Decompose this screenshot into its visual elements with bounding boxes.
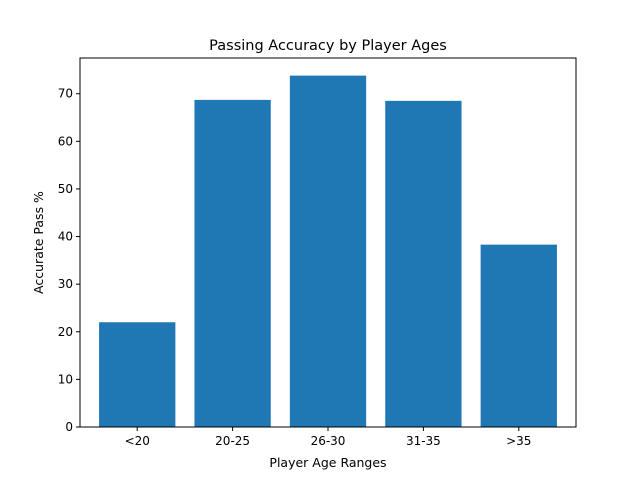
y-tick-label-2: 20 bbox=[58, 325, 73, 339]
bar-3 bbox=[385, 100, 462, 427]
y-axis-label: Accurate Pass % bbox=[31, 191, 46, 294]
chart-title: Passing Accuracy by Player Ages bbox=[209, 38, 447, 54]
x-tick-label-1: 20-25 bbox=[215, 434, 250, 448]
y-tick-label-1: 10 bbox=[58, 372, 73, 386]
y-tick-label-0: 0 bbox=[65, 420, 73, 434]
bar-4 bbox=[480, 244, 557, 427]
y-tick-label-4: 40 bbox=[58, 230, 73, 244]
plot-frame bbox=[79, 57, 577, 428]
x-tick-label-2: 26-30 bbox=[311, 434, 346, 448]
y-tick-label-5: 50 bbox=[58, 182, 73, 196]
x-tick-label-3: 31-35 bbox=[406, 434, 441, 448]
bar-1 bbox=[194, 99, 271, 427]
x-tick-label-0: <20 bbox=[125, 434, 150, 448]
y-tick-label-3: 30 bbox=[58, 277, 73, 291]
y-axis: 0 10 20 30 40 50 60 70 bbox=[58, 87, 80, 434]
bar-0 bbox=[99, 322, 176, 427]
y-tick-label-6: 60 bbox=[58, 134, 73, 148]
x-axis-label: Player Age Ranges bbox=[269, 455, 386, 470]
x-axis: <20 20-25 26-30 31-35 >35 bbox=[125, 427, 531, 448]
y-tick-label-7: 70 bbox=[58, 87, 73, 101]
bars bbox=[99, 75, 557, 428]
x-tick-label-4: >35 bbox=[506, 434, 531, 448]
bar-2 bbox=[289, 75, 367, 428]
